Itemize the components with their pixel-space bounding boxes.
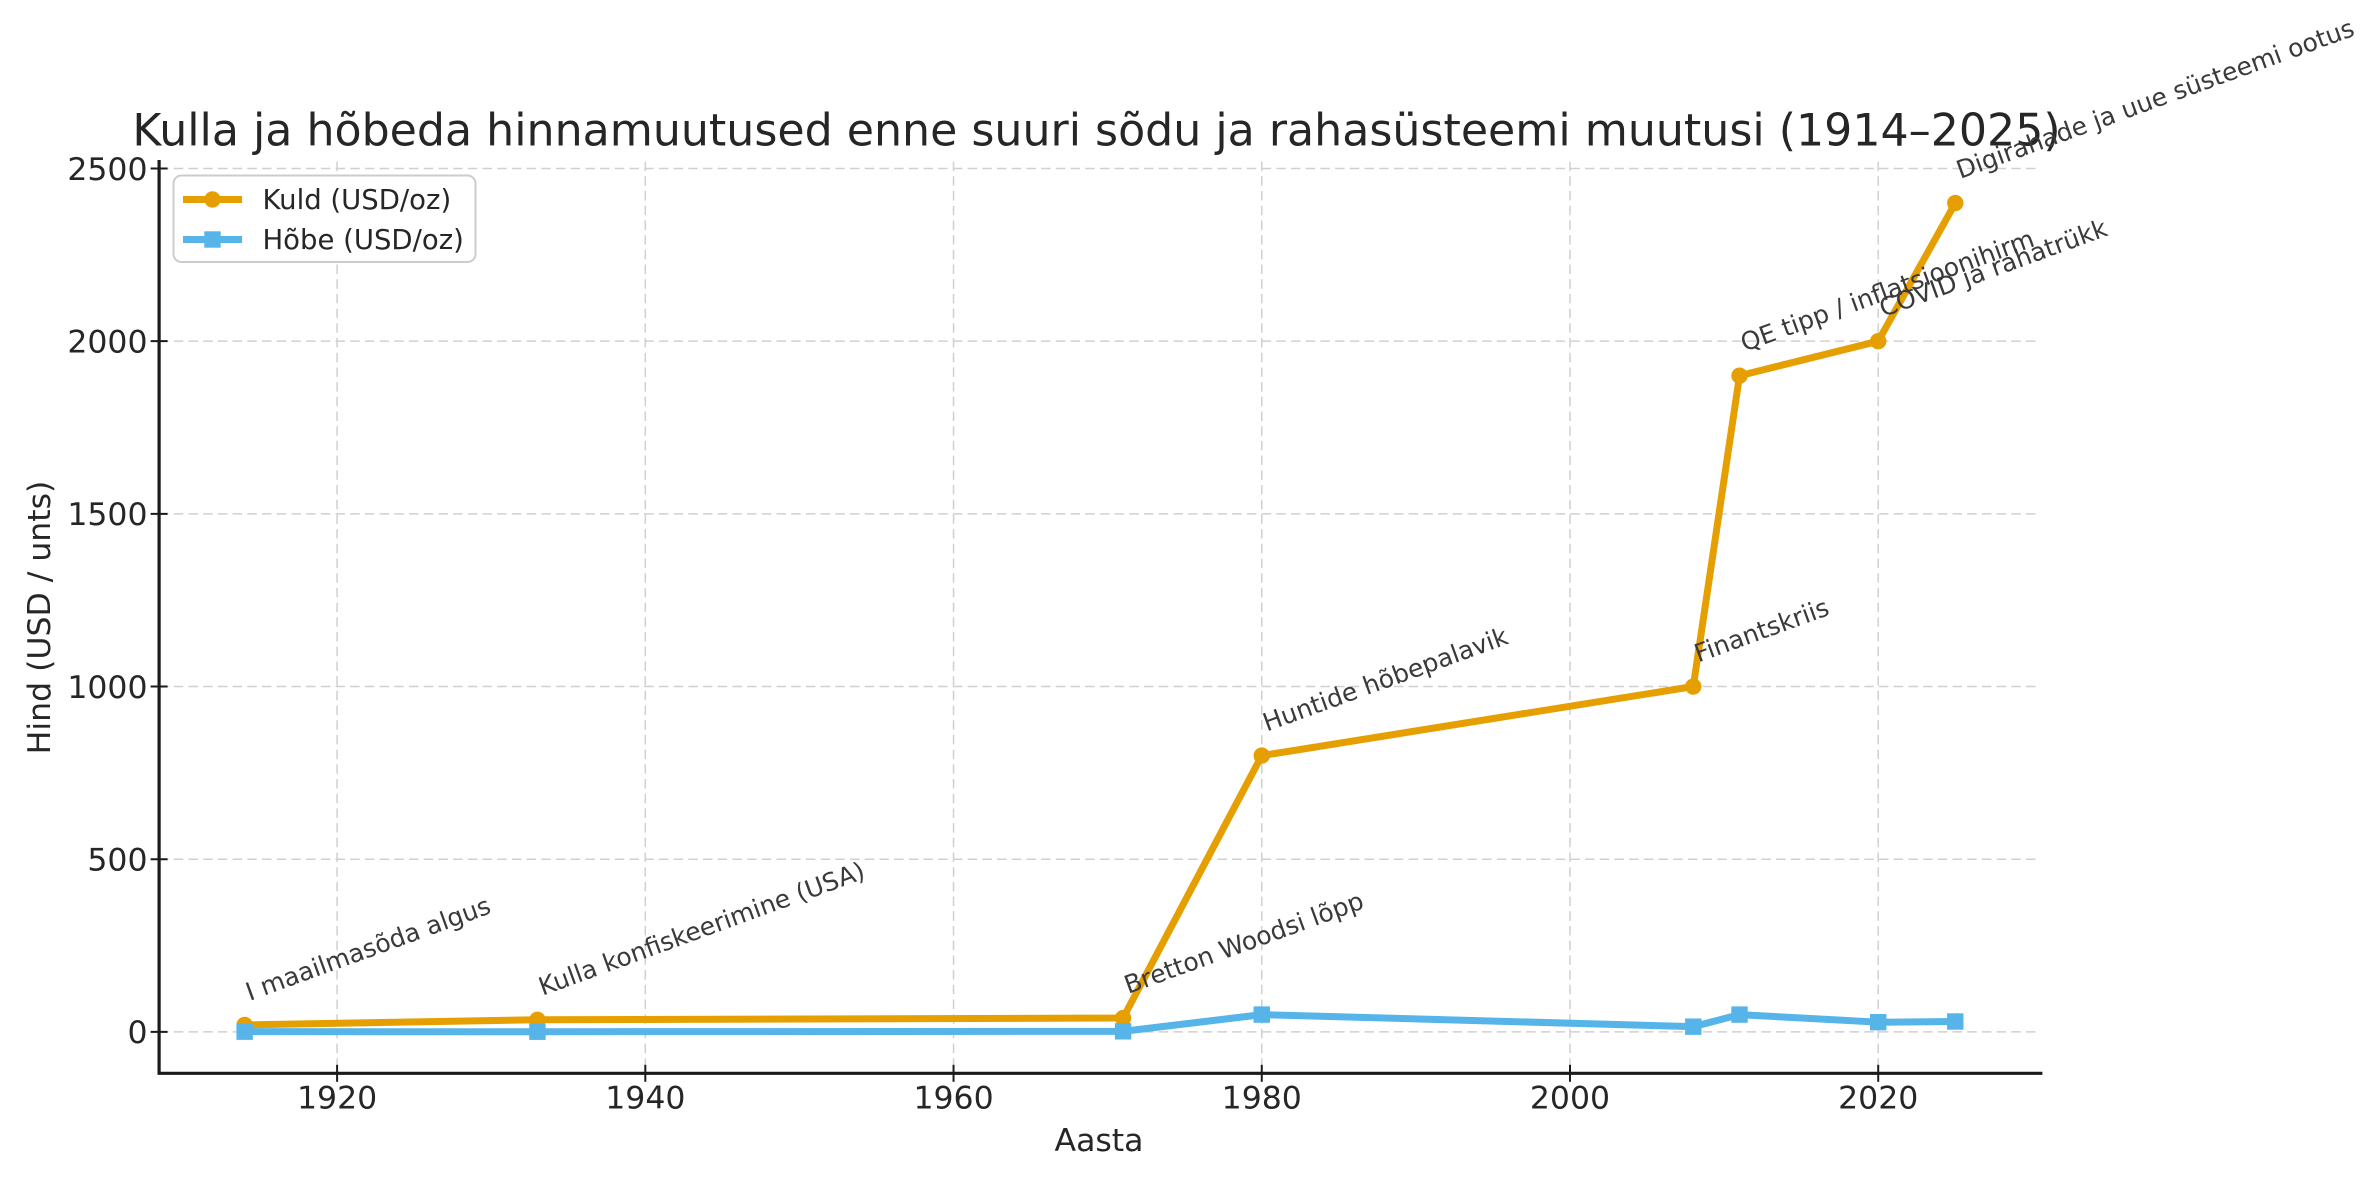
series-layer [236, 194, 1964, 1040]
silver-marker-1980 [1253, 1006, 1270, 1023]
silver-marker-1933 [529, 1023, 546, 1040]
gold-marker-2011 [1731, 367, 1748, 384]
silver-marker-2011 [1731, 1006, 1748, 1023]
axes-layer [150, 160, 2043, 1082]
annotation-label: I maailmasõda algus [242, 891, 495, 1007]
legend-box [172, 174, 477, 263]
annotation-label: Kulla konfiskeerimine (USA) [535, 856, 869, 1001]
y-tick-label: 500 [87, 842, 147, 878]
silver-series-line [241, 1011, 1959, 1036]
y-tick-label: 2500 [67, 152, 147, 188]
gold-series-line [241, 199, 1959, 1029]
silver-marker-1914 [236, 1023, 253, 1040]
annotation-label: Finantskriis [1690, 593, 1832, 668]
legend-label: Hõbe (USD/oz) [263, 224, 464, 256]
y-tick-label: 2000 [67, 324, 147, 360]
x-tick-label: 1960 [913, 1081, 993, 1117]
x-axis-label: Aasta [1055, 1123, 1144, 1159]
gold-marker-1971 [1114, 1009, 1132, 1027]
y-tick-label: 0 [127, 1015, 147, 1051]
gold-marker-2025 [1947, 194, 1964, 212]
y-axis-label: Hind (USD / unts) [22, 481, 58, 755]
silver-marker-2020 [1870, 1013, 1887, 1031]
x-tick-label: 2000 [1530, 1081, 1610, 1117]
annotation-layer: I maailmasõda algus Kulla konfiskeerimine… [242, 13, 2358, 1006]
silver-marker-1971 [1114, 1023, 1132, 1040]
x-tick-label: 2020 [1838, 1081, 1918, 1117]
silver-marker-2008 [1685, 1018, 1702, 1035]
y-tick-label: 1500 [67, 497, 147, 533]
legend-marker-circle [204, 191, 221, 208]
gold-marker-2008 [1685, 678, 1702, 695]
chart-title: Kulla ja hõbeda hinnamuutused enne suuri… [132, 106, 2060, 157]
tick-label-layer: 1920 1940 1960 1980 2000 2020 0 500 1000 1500 2000… [67, 152, 1918, 1117]
x-tick-label: 1980 [1222, 1081, 1302, 1117]
legend-label: Kuld (USD/oz) [263, 184, 452, 216]
silver-marker-2025 [1947, 1013, 1964, 1030]
annotation-label: Bretton Woodsi lõpp [1120, 886, 1367, 1000]
gold-marker-1980 [1253, 747, 1270, 764]
x-tick-label: 1940 [605, 1081, 685, 1117]
legend: Kuld (USD/oz) Hõbe (USD/oz) [172, 174, 477, 263]
axes-spines [157, 160, 2043, 1075]
annotation-label: Digirahade ja uue süsteemi ootus [1952, 13, 2358, 184]
y-tick-label: 1000 [67, 670, 147, 706]
x-tick-label: 1920 [297, 1081, 377, 1117]
gold-marker-2020 [1870, 332, 1887, 350]
legend-marker-square [204, 231, 221, 248]
